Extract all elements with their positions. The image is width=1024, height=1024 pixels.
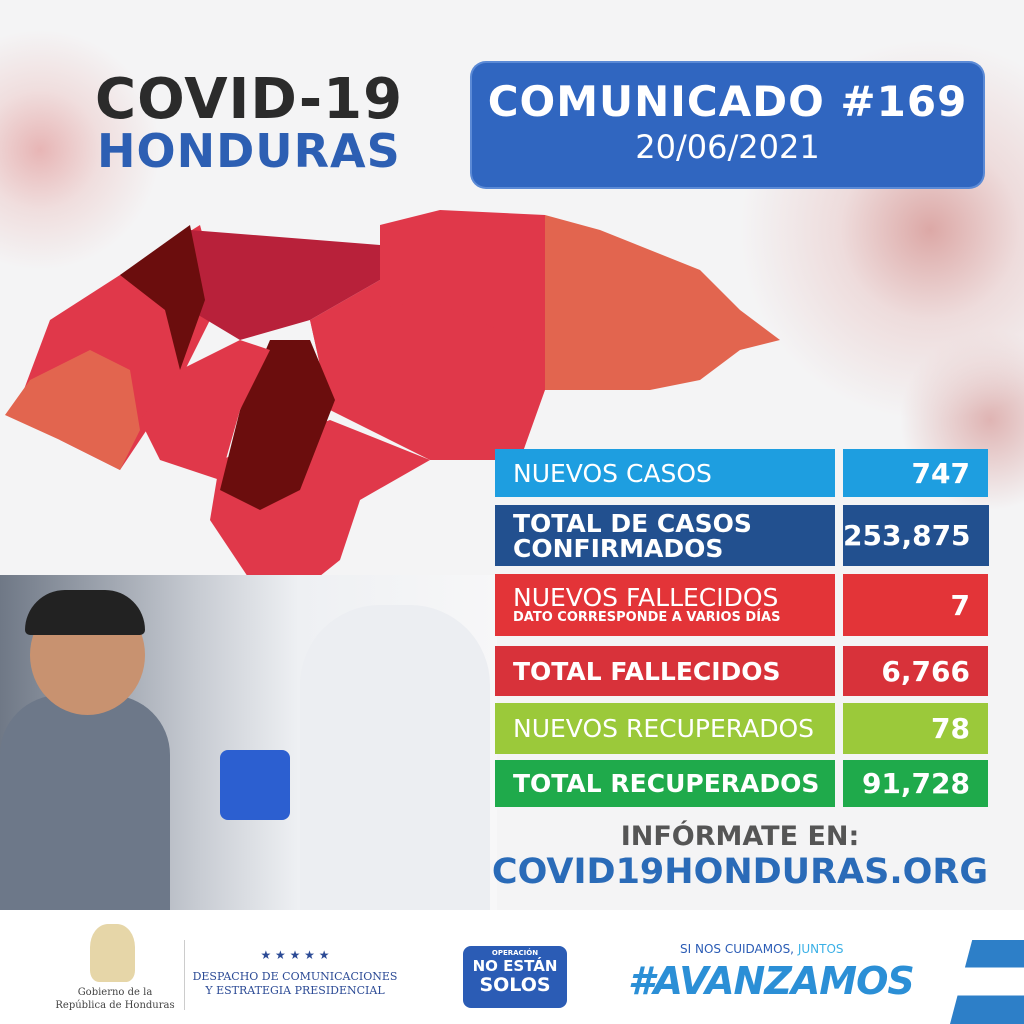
food-package xyxy=(220,750,290,820)
op-line1: OPERACIÓN xyxy=(491,949,539,957)
label-text: NUEVOS RECUPERADOS xyxy=(513,714,815,743)
label-text: NUEVOS CASOS xyxy=(513,458,712,488)
info-label: INFÓRMATE EN: xyxy=(620,821,860,852)
stat-value-total-recovered: 91,728 xyxy=(843,760,988,807)
stat-label-new-deaths: NUEVOS FALLECIDOS DATO CORRESPONDE A VARI… xyxy=(495,574,835,636)
stat-label-total-recovered: TOTAL RECUPERADOS xyxy=(495,760,835,807)
person-health-worker xyxy=(300,605,490,910)
honduras-flag-icon xyxy=(950,940,1024,1024)
photo-mask-donation xyxy=(0,575,497,910)
dept-line2: Y ESTRATEGIA PRESIDENCIAL xyxy=(205,984,385,997)
stat-value-new-recovered: 78 xyxy=(843,703,988,754)
label-text: NUEVOS FALLECIDOS xyxy=(513,583,779,612)
dept-line1: DESPACHO DE COMUNICACIONES xyxy=(192,970,398,983)
person-man xyxy=(0,695,170,910)
map-region-northwest-mid xyxy=(190,230,380,340)
label-text: TOTAL RECUPERADOS xyxy=(513,769,820,798)
cap xyxy=(25,590,145,635)
stat-value-new-cases: 747 xyxy=(843,449,988,497)
stat-value-total-cases: 253,875 xyxy=(843,505,989,566)
title-honduras: HONDURAS xyxy=(97,124,401,178)
title-covid: COVID-19 xyxy=(95,67,404,132)
slogan-small-2: JUNTOS xyxy=(797,942,844,956)
label-note: DATO CORRESPONDE A VARIOS DÍAS xyxy=(513,610,781,625)
gov-line1: Gobierno de la xyxy=(77,987,153,998)
government-label: Gobierno de la República de Honduras xyxy=(40,986,190,1012)
slogan-small-1: SI NOS CUIDAMOS, xyxy=(680,942,794,956)
slogan-small: SI NOS CUIDAMOS, JUNTOS xyxy=(680,942,844,956)
stat-value-total-deaths: 6,766 xyxy=(843,646,988,696)
communique-box: COMUNICADO #169 20/06/2021 xyxy=(472,63,983,187)
communique-title: COMUNICADO #169 xyxy=(487,77,968,126)
map-region-center xyxy=(140,340,270,480)
label-text: TOTAL DE CASOS CONFIRMADOS xyxy=(513,508,752,563)
stars-icon: ★ ★ ★ ★ ★ xyxy=(260,948,330,962)
honduras-map xyxy=(5,210,780,600)
operation-logo: OPERACIÓN NO ESTÁN SOLOS xyxy=(463,946,567,1008)
map-region-dark-north xyxy=(120,225,205,370)
stat-label-new-cases: NUEVOS CASOS xyxy=(495,449,835,497)
website-link[interactable]: COVID19HONDURAS.ORG xyxy=(491,852,989,892)
label-text: TOTAL FALLECIDOS xyxy=(513,656,781,686)
stat-label-new-recovered: NUEVOS RECUPERADOS xyxy=(495,703,835,754)
slogan-avanzamos: #AVANZAMOS xyxy=(628,959,915,1003)
stat-label-total-cases: TOTAL DE CASOS CONFIRMADOS xyxy=(495,505,835,566)
communique-date: 20/06/2021 xyxy=(635,128,820,166)
footer: Gobierno de la República de Honduras ★ ★… xyxy=(0,910,1024,1024)
divider xyxy=(184,940,185,1010)
stat-value-new-deaths: 7 xyxy=(843,574,988,636)
map-region-dark-central xyxy=(220,340,335,510)
map-region-southwest xyxy=(5,350,140,470)
stat-label-total-deaths: TOTAL FALLECIDOS xyxy=(495,646,835,696)
op-line3: SOLOS xyxy=(479,974,551,996)
coat-of-arms-icon xyxy=(90,924,135,982)
gov-line2: República de Honduras xyxy=(55,1000,175,1011)
op-line2: NO ESTÁN xyxy=(472,957,558,975)
map-region-central-east xyxy=(310,300,545,460)
map-region-east xyxy=(545,215,780,390)
department-label: DESPACHO DE COMUNICACIONES Y ESTRATEGIA … xyxy=(190,970,400,998)
